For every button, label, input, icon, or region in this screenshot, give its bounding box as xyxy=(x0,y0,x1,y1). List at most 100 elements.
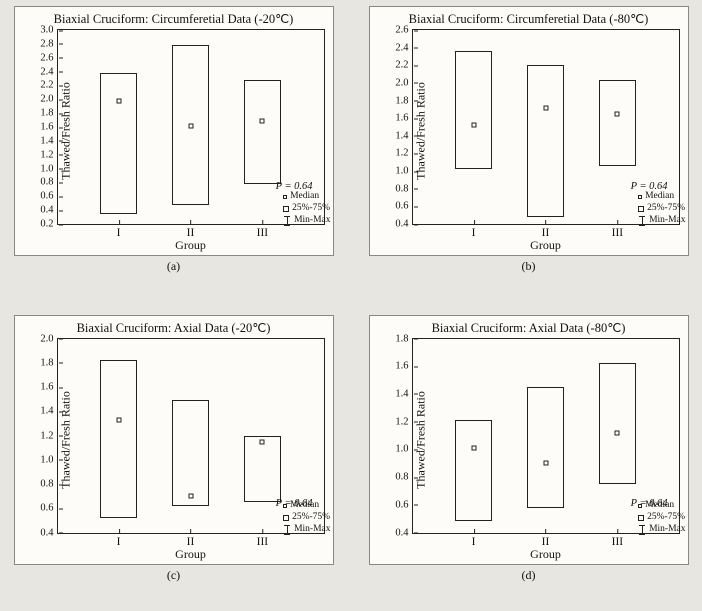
y-tick-label: 1.4 xyxy=(40,135,57,146)
chart-title: Biaxial Cruciform: Axial Data (-20℃) xyxy=(15,320,333,336)
x-tick-label: II xyxy=(542,224,550,239)
iqr-box xyxy=(172,400,209,505)
square-icon xyxy=(638,206,644,212)
legend-item-iqr: 25%-75% xyxy=(283,203,330,215)
iqr-box xyxy=(244,80,281,184)
iqr-box xyxy=(455,420,492,521)
y-tick-label: 1.0 xyxy=(395,166,412,177)
square-icon xyxy=(283,195,287,199)
y-tick-label: 0.4 xyxy=(40,527,57,538)
square-icon xyxy=(283,515,289,521)
y-tick-label: 2.2 xyxy=(40,80,57,91)
square-icon xyxy=(283,504,287,508)
panel-a: Biaxial Cruciform: Circumferetial Data (… xyxy=(8,6,339,297)
y-tick-label: 2.0 xyxy=(40,94,57,105)
y-tick-label: 2.0 xyxy=(40,333,57,344)
legend-label: Min-Max xyxy=(649,215,685,227)
y-tick-label: 1.2 xyxy=(40,149,57,160)
y-tick-label: 2.0 xyxy=(395,77,412,88)
y-tick-label: 1.2 xyxy=(395,416,412,427)
y-tick-label: 0.8 xyxy=(395,183,412,194)
legend-label: 25%-75% xyxy=(647,512,685,524)
legend: Median25%-75%Min-Max xyxy=(283,500,330,536)
panel-d: Biaxial Cruciform: Axial Data (-80℃) Tha… xyxy=(363,315,694,606)
errorbar-icon xyxy=(283,525,291,535)
median-marker xyxy=(188,123,193,128)
y-tick-label: 0.6 xyxy=(40,503,57,514)
plot-frame: Biaxial Cruciform: Circumferetial Data (… xyxy=(14,6,334,256)
errorbar-icon xyxy=(638,216,646,226)
y-tick-label: 0.2 xyxy=(40,219,57,230)
square-icon xyxy=(638,504,642,508)
chart-title: Biaxial Cruciform: Circumferetial Data (… xyxy=(15,11,333,27)
y-tick-label: 0.6 xyxy=(40,191,57,202)
y-tick-label: 1.6 xyxy=(395,361,412,372)
errorbar-icon xyxy=(283,216,291,226)
legend-item-median: Median xyxy=(638,191,685,203)
median-marker xyxy=(471,123,476,128)
iqr-box xyxy=(244,436,281,503)
legend: Median25%-75%Min-Max xyxy=(638,500,685,536)
legend-item-minmax: Min-Max xyxy=(283,524,330,536)
legend-item-minmax: Min-Max xyxy=(283,215,330,227)
subcaption: (d) xyxy=(522,568,536,583)
legend-label: Median xyxy=(645,500,674,512)
square-icon xyxy=(283,206,289,212)
y-tick-label: 2.6 xyxy=(395,25,412,36)
panel-b: Biaxial Cruciform: Circumferetial Data (… xyxy=(363,6,694,297)
median-marker xyxy=(260,439,265,444)
median-marker xyxy=(615,430,620,435)
iqr-box xyxy=(100,73,137,214)
x-axis-label: Group xyxy=(57,238,325,253)
y-tick-label: 2.4 xyxy=(40,66,57,77)
errorbar-icon xyxy=(638,525,646,535)
y-tick-label: 1.4 xyxy=(395,388,412,399)
chart-title: Biaxial Cruciform: Circumferetial Data (… xyxy=(370,11,688,27)
x-tick-label: III xyxy=(257,533,269,548)
y-tick-label: 0.4 xyxy=(40,205,57,216)
y-tick-label: 2.6 xyxy=(40,52,57,63)
y-tick-label: 1.2 xyxy=(40,430,57,441)
plot-frame: Biaxial Cruciform: Circumferetial Data (… xyxy=(369,6,689,256)
x-tick-label: III xyxy=(612,224,624,239)
legend-item-minmax: Min-Max xyxy=(638,524,685,536)
median-marker xyxy=(543,461,548,466)
plot-frame: Biaxial Cruciform: Axial Data (-80℃) Tha… xyxy=(369,315,689,565)
y-tick-label: 2.8 xyxy=(40,38,57,49)
chart-title: Biaxial Cruciform: Axial Data (-80℃) xyxy=(370,320,688,336)
legend-label: Median xyxy=(290,191,319,203)
median-marker xyxy=(260,119,265,124)
x-axis-label: Group xyxy=(412,238,680,253)
legend-item-iqr: 25%-75% xyxy=(638,512,685,524)
y-tick-label: 1.8 xyxy=(395,95,412,106)
y-tick-label: 2.2 xyxy=(395,60,412,71)
chart-grid: Biaxial Cruciform: Circumferetial Data (… xyxy=(0,0,702,611)
y-tick-label: 1.0 xyxy=(395,444,412,455)
legend: Median25%-75%Min-Max xyxy=(283,191,330,227)
square-icon xyxy=(638,515,644,521)
legend-item-iqr: 25%-75% xyxy=(283,512,330,524)
x-tick-label: III xyxy=(257,224,269,239)
y-tick-label: 1.8 xyxy=(395,333,412,344)
legend-label: 25%-75% xyxy=(292,512,330,524)
iqr-box xyxy=(100,360,137,518)
median-marker xyxy=(116,98,121,103)
median-marker xyxy=(615,111,620,116)
subcaption: (c) xyxy=(167,568,180,583)
legend-item-median: Median xyxy=(283,500,330,512)
median-marker xyxy=(543,105,548,110)
x-tick-label: II xyxy=(542,533,550,548)
subcaption: (b) xyxy=(522,259,536,274)
legend-label: Median xyxy=(645,191,674,203)
median-marker xyxy=(471,445,476,450)
y-tick-label: 1.4 xyxy=(395,130,412,141)
x-tick-label: I xyxy=(472,224,476,239)
y-tick-label: 0.8 xyxy=(40,479,57,490)
x-tick-label: I xyxy=(117,224,121,239)
y-tick-label: 1.0 xyxy=(40,454,57,465)
y-tick-label: 1.6 xyxy=(395,113,412,124)
y-tick-label: 0.4 xyxy=(395,527,412,538)
y-tick-label: 0.8 xyxy=(395,472,412,483)
x-tick-label: III xyxy=(612,533,624,548)
x-tick-label: II xyxy=(187,224,195,239)
